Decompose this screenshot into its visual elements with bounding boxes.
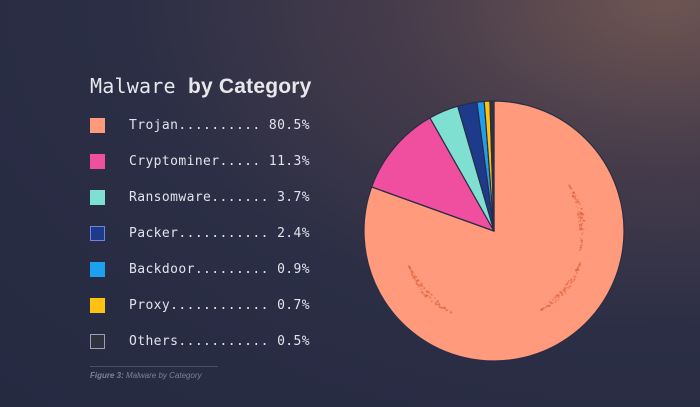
- pie-slice-cryptominer: [371, 117, 495, 232]
- figure-caption: Figure 3: Malware by Category: [90, 371, 202, 380]
- legend-label-others: Others........... 0.5%: [129, 333, 310, 349]
- pie-texture: [408, 184, 586, 314]
- legend-item-backdoor: Backdoor......... 0.9%: [90, 259, 310, 279]
- legend-label-cryptominer: Cryptominer..... 11.3%: [129, 153, 310, 169]
- caption-text: Malware by Category: [126, 371, 202, 380]
- legend-swatch-packer: [90, 225, 105, 241]
- legend-label-ransomware: Ransomware....... 3.7%: [129, 189, 310, 205]
- legend-swatch-cryptominer: [90, 153, 105, 169]
- legend-label-packer: Packer........... 2.4%: [129, 225, 310, 241]
- legend-label-backdoor: Backdoor......... 0.9%: [129, 261, 310, 277]
- pie-slice-others: [489, 100, 495, 232]
- legend-swatch-others: [90, 333, 105, 349]
- legend-item-ransomware: Ransomware....... 3.7%: [90, 187, 310, 207]
- legend-swatch-ransomware: [90, 189, 105, 205]
- legend-swatch-trojan: [90, 117, 105, 133]
- legend-item-proxy: Proxy............ 0.7%: [90, 295, 310, 315]
- caption-label: Figure 3:: [90, 371, 124, 380]
- caption-divider: [90, 366, 218, 367]
- chart-title: Malware by Category: [90, 74, 312, 99]
- legend-item-trojan: Trojan.......... 80.5%: [90, 115, 310, 135]
- chart-title-light: Malware: [90, 74, 176, 98]
- legend-item-cryptominer: Cryptominer..... 11.3%: [90, 151, 310, 171]
- legend-item-others: Others........... 0.5%: [90, 331, 310, 351]
- chart-title-bold: by Category: [187, 75, 312, 98]
- legend-swatch-backdoor: [90, 261, 105, 277]
- legend-item-packer: Packer........... 2.4%: [90, 223, 310, 243]
- legend-label-trojan: Trojan.......... 80.5%: [129, 117, 310, 133]
- legend-label-proxy: Proxy............ 0.7%: [129, 297, 310, 313]
- legend-swatch-proxy: [90, 297, 105, 313]
